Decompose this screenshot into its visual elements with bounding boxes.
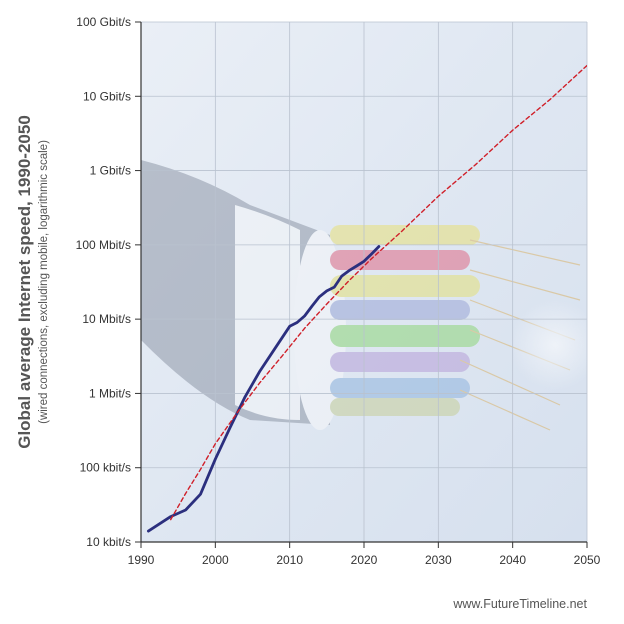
y-tick-label: 100 Gbit/s <box>76 15 131 29</box>
y-tick-label: 1 Gbit/s <box>90 164 131 178</box>
measured-speed-line <box>146 245 381 533</box>
y-tick-label: 100 Mbit/s <box>76 238 131 252</box>
y-tick-label: 10 Mbit/s <box>82 312 131 326</box>
chart-subtitle: (wired connections, excluding mobile, lo… <box>38 140 50 424</box>
x-tick-label: 2010 <box>276 553 303 567</box>
y-tick-label: 1 Mbit/s <box>89 386 131 400</box>
x-axis: 1990 2000 2010 2020 2030 2040 2050 <box>128 541 601 567</box>
credit-text: www.FutureTimeline.net <box>452 597 587 611</box>
trend-projection-line <box>169 64 587 521</box>
x-tick-label: 2040 <box>499 553 526 567</box>
x-tick-label: 2000 <box>202 553 229 567</box>
x-tick-label: 1990 <box>128 553 155 567</box>
y-axis: 100 Gbit/s 10 Gbit/s 1 Gbit/s 100 Mbit/s 10 … <box>76 15 142 549</box>
x-tick-label: 2050 <box>574 553 601 567</box>
chart-title: Global average Internet speed, 1990-2050 <box>15 115 34 449</box>
x-tick-label: 2020 <box>351 553 378 567</box>
y-tick-label: 10 kbit/s <box>86 535 131 549</box>
fiber-cable-illustration <box>141 160 587 431</box>
y-tick-label: 10 Gbit/s <box>83 89 131 103</box>
x-tick-label: 2030 <box>425 553 452 567</box>
series-layer <box>146 64 587 533</box>
y-tick-label: 100 kbit/s <box>80 461 131 475</box>
